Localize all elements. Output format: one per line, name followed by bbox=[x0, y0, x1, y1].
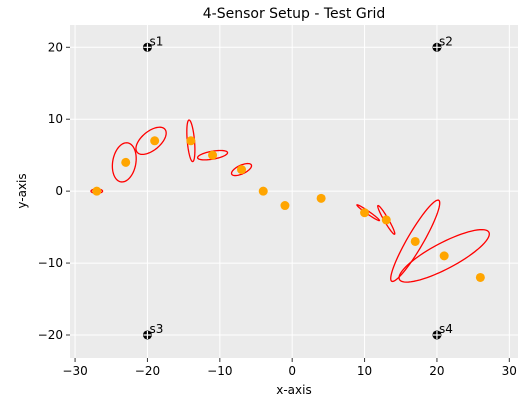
uncertainty-ellipse bbox=[377, 204, 396, 235]
estimate-point bbox=[381, 215, 391, 225]
estimate-point bbox=[439, 251, 449, 261]
x-tick-label: −20 bbox=[135, 364, 160, 378]
estimate-point bbox=[316, 193, 326, 203]
sensor-cross bbox=[432, 43, 441, 52]
uncertainty-ellipse bbox=[390, 199, 441, 283]
sensor-label: s3 bbox=[149, 322, 163, 336]
x-tick-label: 30 bbox=[502, 364, 517, 378]
uncertainty-ellipse bbox=[111, 142, 137, 183]
y-axis-label: y-axis bbox=[15, 173, 29, 208]
estimate-point bbox=[121, 157, 131, 167]
x-tick-label: 20 bbox=[429, 364, 444, 378]
y-tick-label: 10 bbox=[48, 112, 63, 126]
x-tick-label: 0 bbox=[288, 364, 296, 378]
y-tick-label: 0 bbox=[55, 184, 63, 198]
sensor-label: s1 bbox=[149, 34, 163, 48]
chart-title: 4-Sensor Setup - Test Grid bbox=[203, 6, 386, 22]
sensor-label: s2 bbox=[439, 34, 453, 48]
estimate-point bbox=[186, 136, 196, 146]
estimate-point bbox=[475, 272, 485, 282]
sensor-label: s4 bbox=[439, 322, 453, 336]
y-tick-label: −20 bbox=[38, 328, 63, 342]
estimate-point bbox=[258, 186, 268, 196]
uncertainty-ellipse bbox=[356, 204, 381, 222]
estimate-point bbox=[280, 201, 290, 211]
estimate-point bbox=[410, 236, 420, 246]
y-tick-label: 20 bbox=[48, 40, 63, 54]
sensor-cross bbox=[143, 43, 152, 52]
estimate-point bbox=[208, 150, 218, 160]
x-tick-label: 10 bbox=[357, 364, 372, 378]
uncertainty-ellipse bbox=[398, 228, 490, 283]
y-tick-label: −10 bbox=[38, 256, 63, 270]
x-axis-label: x-axis bbox=[276, 383, 311, 397]
estimate-point bbox=[92, 186, 102, 196]
uncertainty-ellipse bbox=[135, 126, 167, 156]
x-tick-label: −30 bbox=[62, 364, 87, 378]
x-tick-label: −10 bbox=[207, 364, 232, 378]
estimate-point bbox=[360, 208, 370, 218]
uncertainty-ellipse bbox=[196, 149, 229, 161]
estimate-point bbox=[150, 136, 160, 146]
uncertainty-ellipse bbox=[230, 162, 253, 177]
sensor-cross bbox=[143, 330, 152, 339]
estimate-point bbox=[237, 165, 247, 175]
sensor-cross bbox=[432, 330, 441, 339]
